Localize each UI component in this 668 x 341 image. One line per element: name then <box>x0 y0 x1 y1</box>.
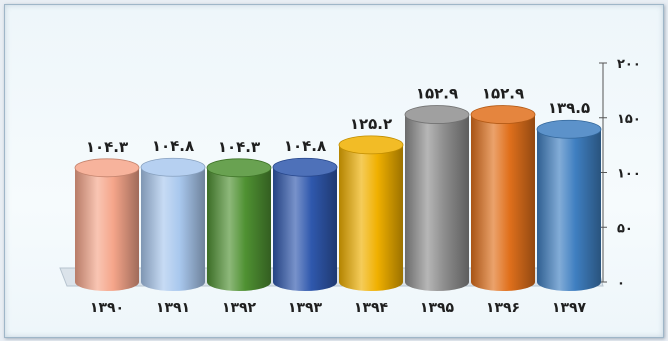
bar-7 <box>470 105 536 292</box>
value-label: ۱۰۴.۸ <box>284 137 326 155</box>
category-label: ۱۳۹۲ <box>222 300 257 316</box>
y-tick-label: ۱۵۰ <box>617 112 641 127</box>
category-label: ۱۳۹۴ <box>354 300 389 316</box>
bar-body <box>405 114 469 292</box>
bar-top <box>470 105 536 124</box>
bar-8 <box>536 119 602 291</box>
bar-top <box>272 157 338 177</box>
bar-top <box>536 119 602 139</box>
value-label: ۱۳۹.۵ <box>548 99 590 117</box>
bar-top <box>206 158 272 178</box>
value-label: ۱۰۴.۳ <box>218 138 260 156</box>
bar-3 <box>206 158 272 291</box>
y-tick-label: ۰ <box>617 276 625 291</box>
category-label: ۱۳۹۰ <box>90 300 124 316</box>
bar-4 <box>272 157 338 291</box>
value-label: ۱۰۴.۸ <box>152 137 194 155</box>
bar-body <box>273 167 337 291</box>
category-label: ۱۳۹۶ <box>486 300 520 316</box>
y-tick-label: ۱۰۰ <box>617 167 641 182</box>
category-label: ۱۳۹۵ <box>420 300 455 316</box>
category-label: ۱۳۹۱ <box>156 300 190 316</box>
y-tick-label: ۲۰۰ <box>617 57 641 72</box>
bar-top <box>404 105 470 124</box>
bar-2 <box>140 157 206 291</box>
bar-top <box>140 157 206 177</box>
bar-body <box>471 114 535 292</box>
bar-body <box>141 167 205 291</box>
bar-body <box>339 144 403 291</box>
value-label: ۱۵۲.۹ <box>482 85 524 103</box>
value-label: ۱۲۵.۲ <box>350 115 392 133</box>
bar-top <box>74 158 140 178</box>
bar-body <box>537 129 601 291</box>
y-tick-label: ۵۰ <box>617 221 633 236</box>
bar-top <box>338 135 404 155</box>
bar-body <box>207 167 271 291</box>
bar-5 <box>338 135 404 291</box>
value-label: ۱۵۲.۹ <box>416 85 458 103</box>
value-label: ۱۰۴.۳ <box>86 138 128 156</box>
bar-6 <box>404 105 470 292</box>
bar-body <box>75 167 139 291</box>
category-label: ۱۳۹۷ <box>552 300 587 316</box>
bar-1 <box>74 158 140 291</box>
category-label: ۱۳۹۳ <box>288 300 323 316</box>
